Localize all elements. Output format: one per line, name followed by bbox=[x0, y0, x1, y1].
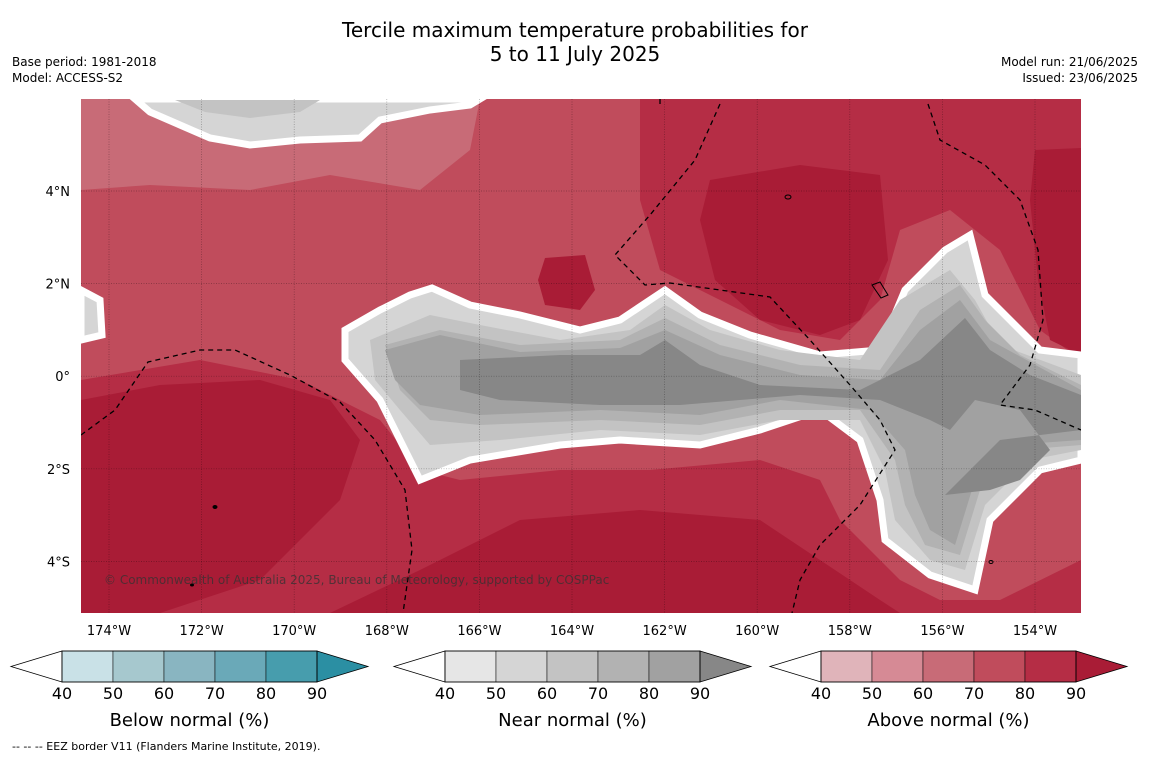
colorbar-segment bbox=[495, 650, 548, 683]
colorbar-tick: 60 bbox=[913, 684, 933, 703]
colorbar-tick: 60 bbox=[537, 684, 557, 703]
colorbar-tick: 60 bbox=[154, 684, 174, 703]
colorbar-segment bbox=[597, 650, 650, 683]
colorbar-segment bbox=[871, 650, 924, 683]
colorbar-tick: 70 bbox=[964, 684, 984, 703]
colorbar-above: 40 50 60 70 80 90 Above normal (%) bbox=[768, 650, 1129, 731]
eez-footnote: -- -- -- EEZ border V11 (Flanders Marine… bbox=[12, 740, 321, 753]
latitude-label: 0° bbox=[55, 370, 70, 385]
colorbar-segment bbox=[922, 650, 975, 683]
colorbar-title: Below normal (%) bbox=[110, 710, 270, 731]
field-above-max-s bbox=[330, 510, 900, 613]
colorbar-tick: 90 bbox=[307, 684, 327, 703]
colorbar-tick: 50 bbox=[862, 684, 882, 703]
colorbar-segment bbox=[214, 650, 267, 683]
colorbar-title: Above normal (%) bbox=[867, 710, 1029, 731]
island-marker-4 bbox=[190, 583, 194, 587]
map-figure: © Commonwealth of Australia 2025, Bureau… bbox=[9, 99, 1129, 731]
longitude-labels: 174°W 172°W 170°W 168°W 166°W 164°W 162°W 160°W… bbox=[87, 624, 1057, 639]
field-above-max-ne bbox=[700, 165, 888, 335]
colorbar-tick: 80 bbox=[1015, 684, 1035, 703]
island-marker-1 bbox=[784, 194, 792, 200]
colorbar-segment bbox=[163, 650, 216, 683]
colorbar-extend-low bbox=[392, 650, 446, 683]
longitude-label: 166°W bbox=[457, 624, 501, 639]
island-marker-2 bbox=[871, 281, 889, 299]
field-near-north-inner bbox=[175, 100, 320, 118]
eez-border-east bbox=[927, 103, 1081, 431]
longitude-label: 162°W bbox=[643, 624, 687, 639]
longitude-label: 160°W bbox=[735, 624, 779, 639]
field-above-max-e bbox=[1030, 148, 1081, 355]
latitude-label: 2°S bbox=[47, 463, 70, 478]
colorbar-tick: 50 bbox=[103, 684, 123, 703]
graticule bbox=[81, 99, 1081, 613]
latitude-label: 2°N bbox=[46, 278, 71, 293]
colorbar-segment bbox=[546, 650, 599, 683]
eez-border-central bbox=[614, 99, 896, 613]
colorbar-extend-low bbox=[9, 650, 63, 683]
longitude-label: 158°W bbox=[828, 624, 872, 639]
field-above-max-c bbox=[538, 255, 595, 310]
colorbar-segment bbox=[265, 650, 318, 683]
longitude-label: 172°W bbox=[180, 624, 224, 639]
colorbar-tick: 70 bbox=[588, 684, 608, 703]
field-near-west bbox=[81, 286, 106, 344]
title-line-2: 5 to 11 July 2025 bbox=[489, 42, 661, 66]
colorbar-extend-high bbox=[699, 650, 753, 683]
longitude-label: 154°W bbox=[1013, 624, 1057, 639]
colorbar-tick: 90 bbox=[1066, 684, 1086, 703]
base-period: Base period: 1981-2018 bbox=[12, 55, 157, 69]
colorbar-title: Near normal (%) bbox=[498, 710, 647, 731]
colorbar-tick: 90 bbox=[690, 684, 710, 703]
colorbar-segment bbox=[648, 650, 701, 683]
longitude-label: 170°W bbox=[272, 624, 316, 639]
latitude-label: 4°S bbox=[47, 555, 70, 570]
colorbar-tick: 80 bbox=[256, 684, 276, 703]
island-marker-5 bbox=[988, 560, 994, 564]
title-line-1: Tercile maximum temperature probabilitie… bbox=[342, 18, 808, 42]
latitude-labels: 4°N 2°N 0° 2°S 4°S bbox=[46, 185, 71, 570]
colorbar-extend-low bbox=[768, 650, 822, 683]
longitude-label: 168°W bbox=[365, 624, 409, 639]
metadata-left: Base period: 1981-2018 Model: ACCESS-S2 bbox=[12, 54, 157, 86]
page-title: Tercile maximum temperature probabilitie… bbox=[0, 18, 1150, 66]
longitude-label: 156°W bbox=[920, 624, 964, 639]
longitude-label: 164°W bbox=[550, 624, 594, 639]
field-above-max-sw bbox=[81, 380, 360, 613]
island-marker-3 bbox=[212, 505, 218, 509]
colorbar-segment bbox=[61, 650, 114, 683]
colorbar-near: 40 50 60 70 80 90 Near normal (%) bbox=[392, 650, 753, 731]
longitude-label: 174°W bbox=[87, 624, 131, 639]
colorbar-extend-high bbox=[316, 650, 370, 683]
colorbar-tick: 40 bbox=[811, 684, 831, 703]
eez-border-west bbox=[81, 349, 413, 613]
field-near-max bbox=[460, 318, 1081, 495]
colorbar-segment bbox=[973, 650, 1026, 683]
colorbar-tick: 70 bbox=[205, 684, 225, 703]
latitude-label: 4°N bbox=[46, 185, 71, 200]
issued-date: Issued: 23/06/2025 bbox=[1022, 71, 1138, 85]
colorbar-segment bbox=[112, 650, 165, 683]
colorbar-tick: 40 bbox=[52, 684, 72, 703]
model-run: Model run: 21/06/2025 bbox=[1000, 55, 1138, 69]
colorbar-segment bbox=[444, 650, 497, 683]
copyright-note: © Commonwealth of Australia 2025, Bureau… bbox=[104, 573, 609, 587]
colorbar-tick: 80 bbox=[639, 684, 659, 703]
colorbar-tick: 50 bbox=[486, 684, 506, 703]
colorbar-tick: 40 bbox=[435, 684, 455, 703]
colorbar-below: 40 50 60 70 80 90 Below normal (%) bbox=[9, 650, 370, 731]
colorbar-extend-high bbox=[1075, 650, 1129, 683]
colorbar-segment bbox=[820, 650, 873, 683]
colorbar-segment bbox=[1024, 650, 1077, 683]
metadata-right: Model run: 21/06/2025 Issued: 23/06/2025 bbox=[1001, 54, 1138, 86]
colorbars: 40 50 60 70 80 90 Below normal (%) 40 50 60 70 80 90… bbox=[9, 650, 1129, 731]
model-name: Model: ACCESS-S2 bbox=[12, 71, 124, 85]
map-area: © Commonwealth of Australia 2025, Bureau… bbox=[81, 99, 1081, 613]
